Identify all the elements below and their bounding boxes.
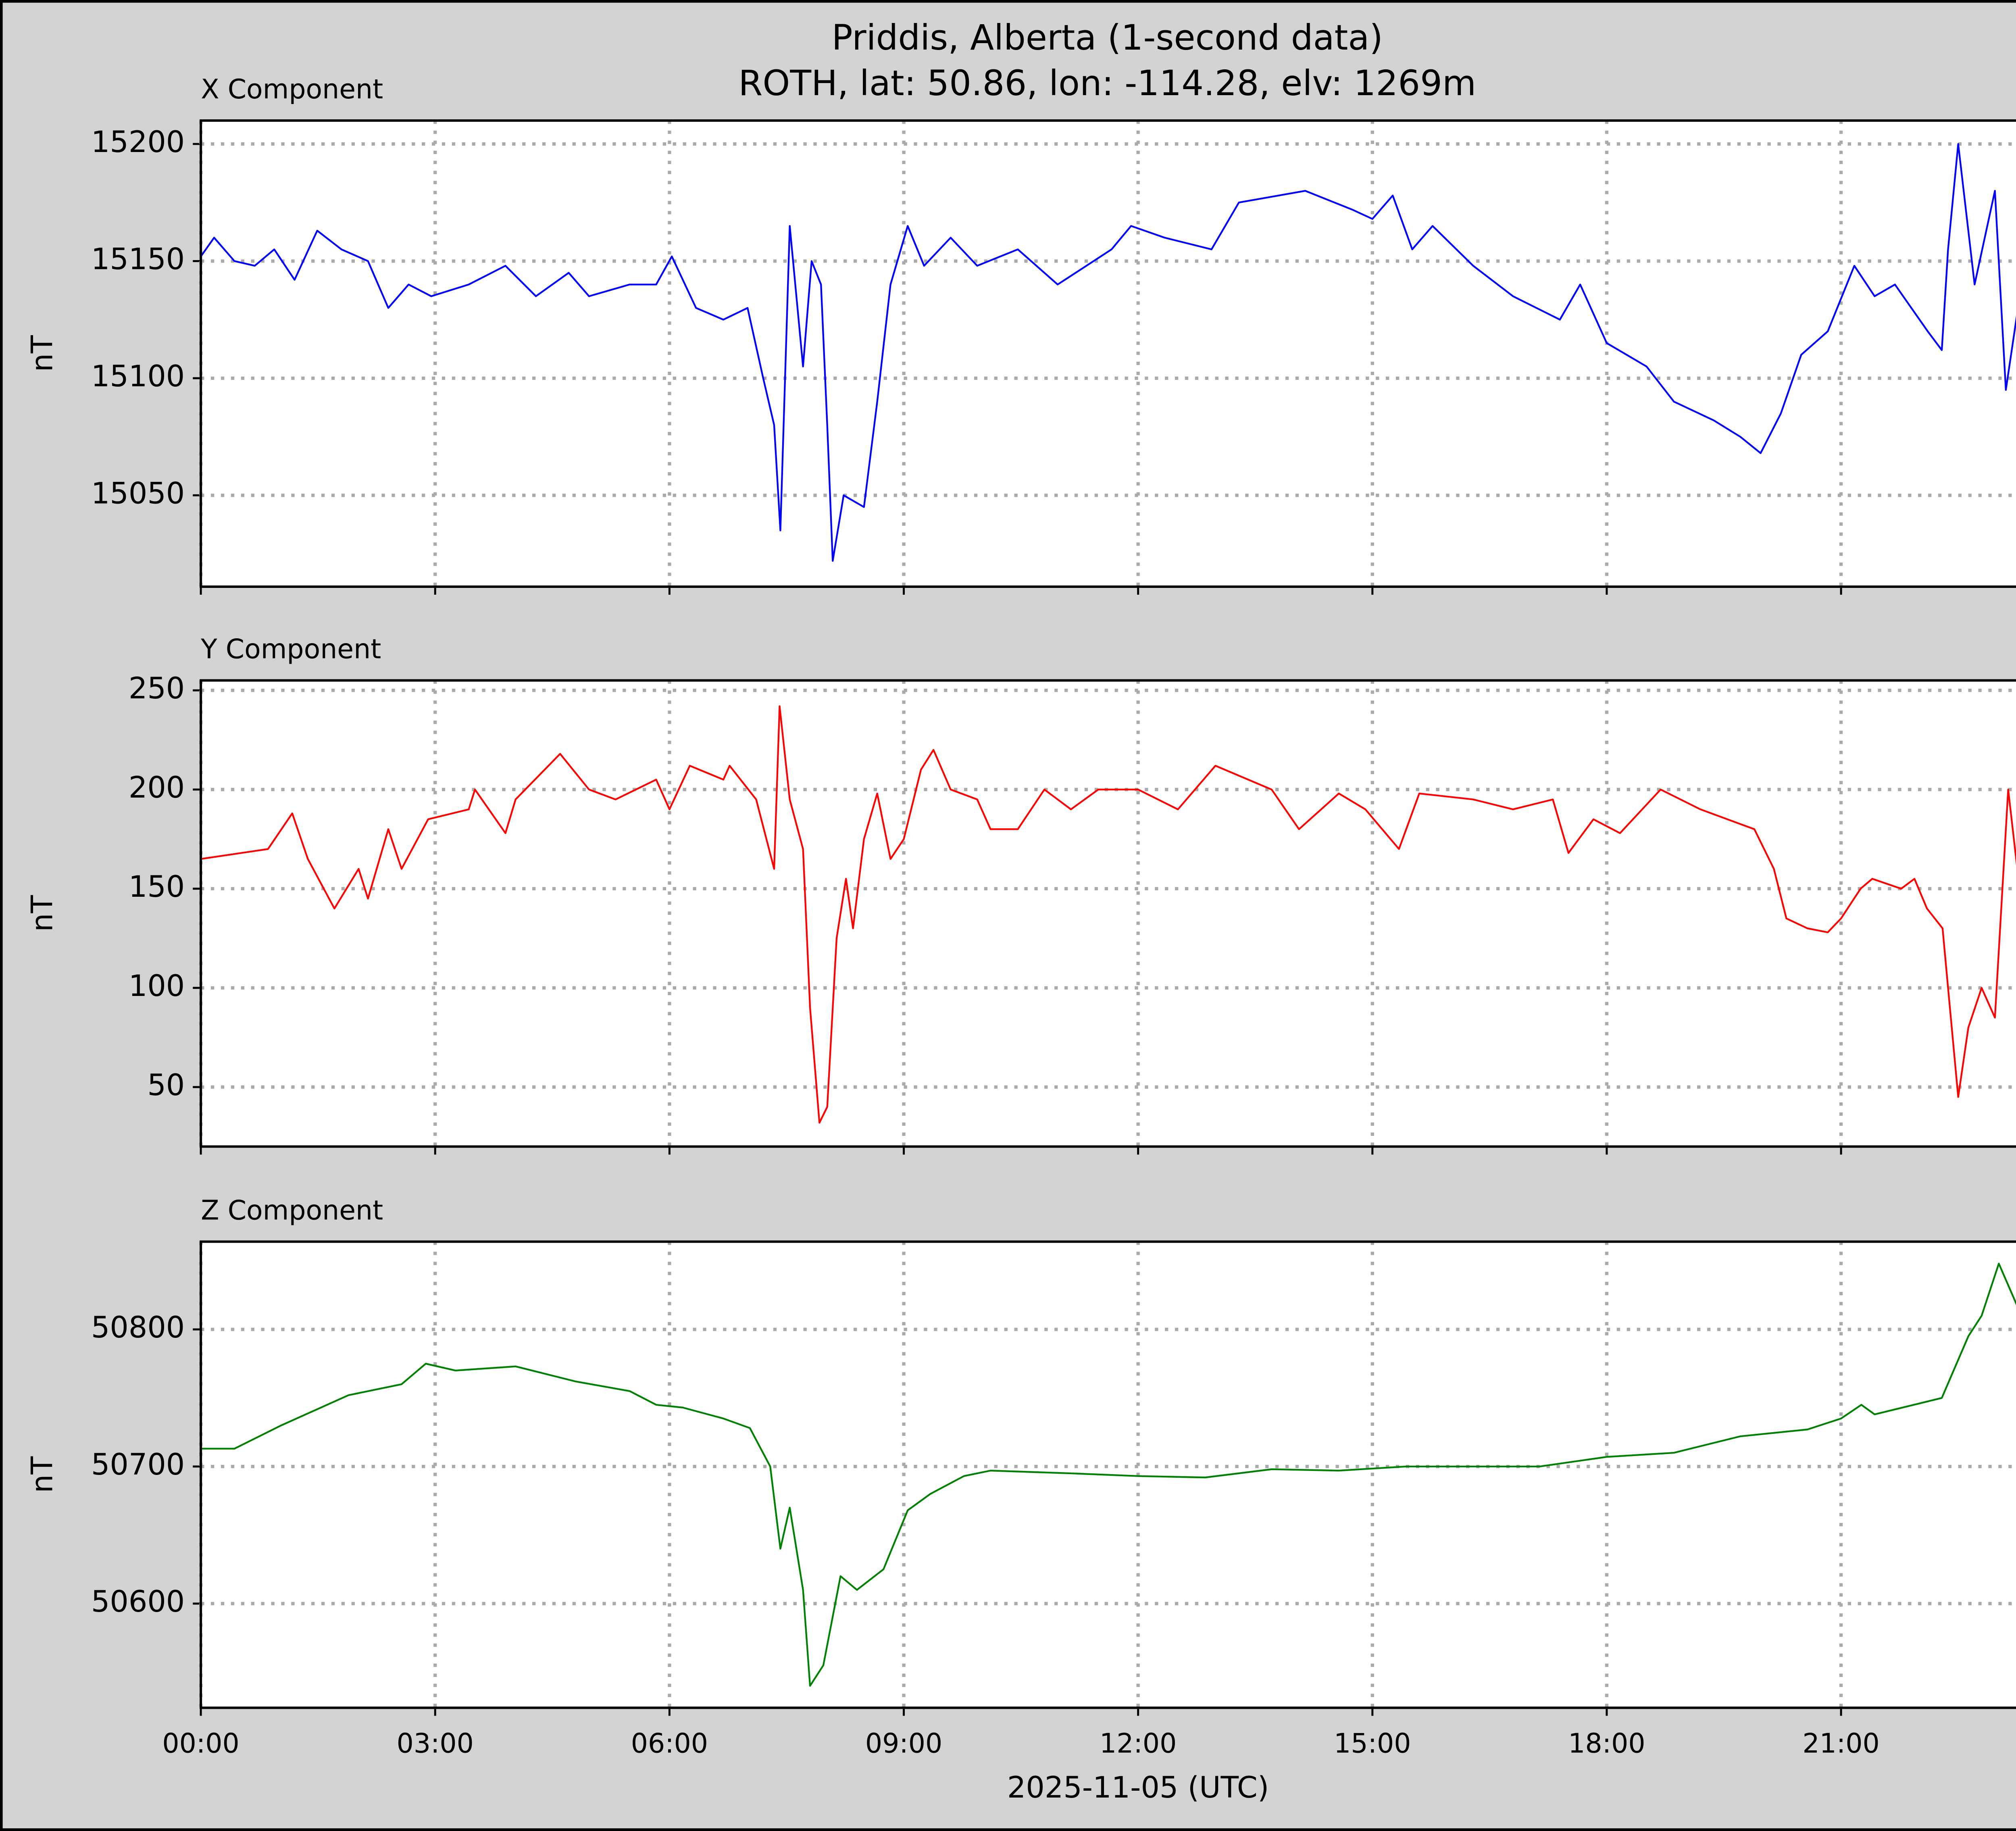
panel-title: Y Component — [200, 633, 381, 664]
plot-frame — [200, 1240, 2016, 1709]
figure-subtitle: ROTH, lat: 50.86, lon: -114.28, elv: 126… — [738, 63, 1476, 104]
y-tick-label: 50 — [147, 1068, 185, 1102]
y-tick-label: 150 — [129, 870, 185, 904]
x-tick-label: 06:00 — [631, 1727, 708, 1759]
y-axis-label: nT — [25, 895, 60, 932]
x-tick-label: 09:00 — [865, 1727, 942, 1759]
y-tick-label: 100 — [129, 969, 185, 1003]
x-tick-label: 03:00 — [397, 1727, 474, 1759]
y-tick-label: 50800 — [91, 1310, 185, 1345]
data-line — [200, 705, 2016, 1124]
x-tick-label: 15:00 — [1334, 1727, 1411, 1759]
y-tick-label: 200 — [129, 771, 185, 805]
figure-title: Priddis, Alberta (1-second data) — [832, 18, 1383, 58]
y-tick-label: 15050 — [91, 476, 185, 510]
plot-frame — [200, 679, 2016, 1148]
x-axis-label: 2025-11-05 (UTC) — [1007, 1771, 1269, 1805]
plot-frame — [200, 119, 2016, 588]
data-line — [200, 143, 2016, 562]
x-tick-label: 18:00 — [1568, 1727, 1645, 1759]
y-tick-label: 50600 — [91, 1585, 185, 1619]
plot-area — [201, 120, 2016, 587]
x-tick-label: 00:00 — [162, 1727, 239, 1759]
y-axis-label: nT — [25, 1456, 60, 1493]
y-tick-label: 15150 — [91, 242, 185, 277]
panel-title: X Component — [201, 73, 383, 105]
plot-area — [201, 680, 2016, 1147]
data-line — [201, 1262, 2016, 1687]
y-tick-label: 50700 — [91, 1448, 185, 1482]
y-axis-label: nT — [25, 335, 60, 372]
x-tick-label: 21:00 — [1802, 1727, 1879, 1759]
panel-title: Z Component — [201, 1194, 383, 1226]
x-tick-label: 12:00 — [1100, 1727, 1177, 1759]
y-tick-label: 15100 — [91, 359, 185, 394]
y-tick-label: 250 — [129, 671, 185, 706]
y-tick-label: 15200 — [91, 125, 185, 159]
